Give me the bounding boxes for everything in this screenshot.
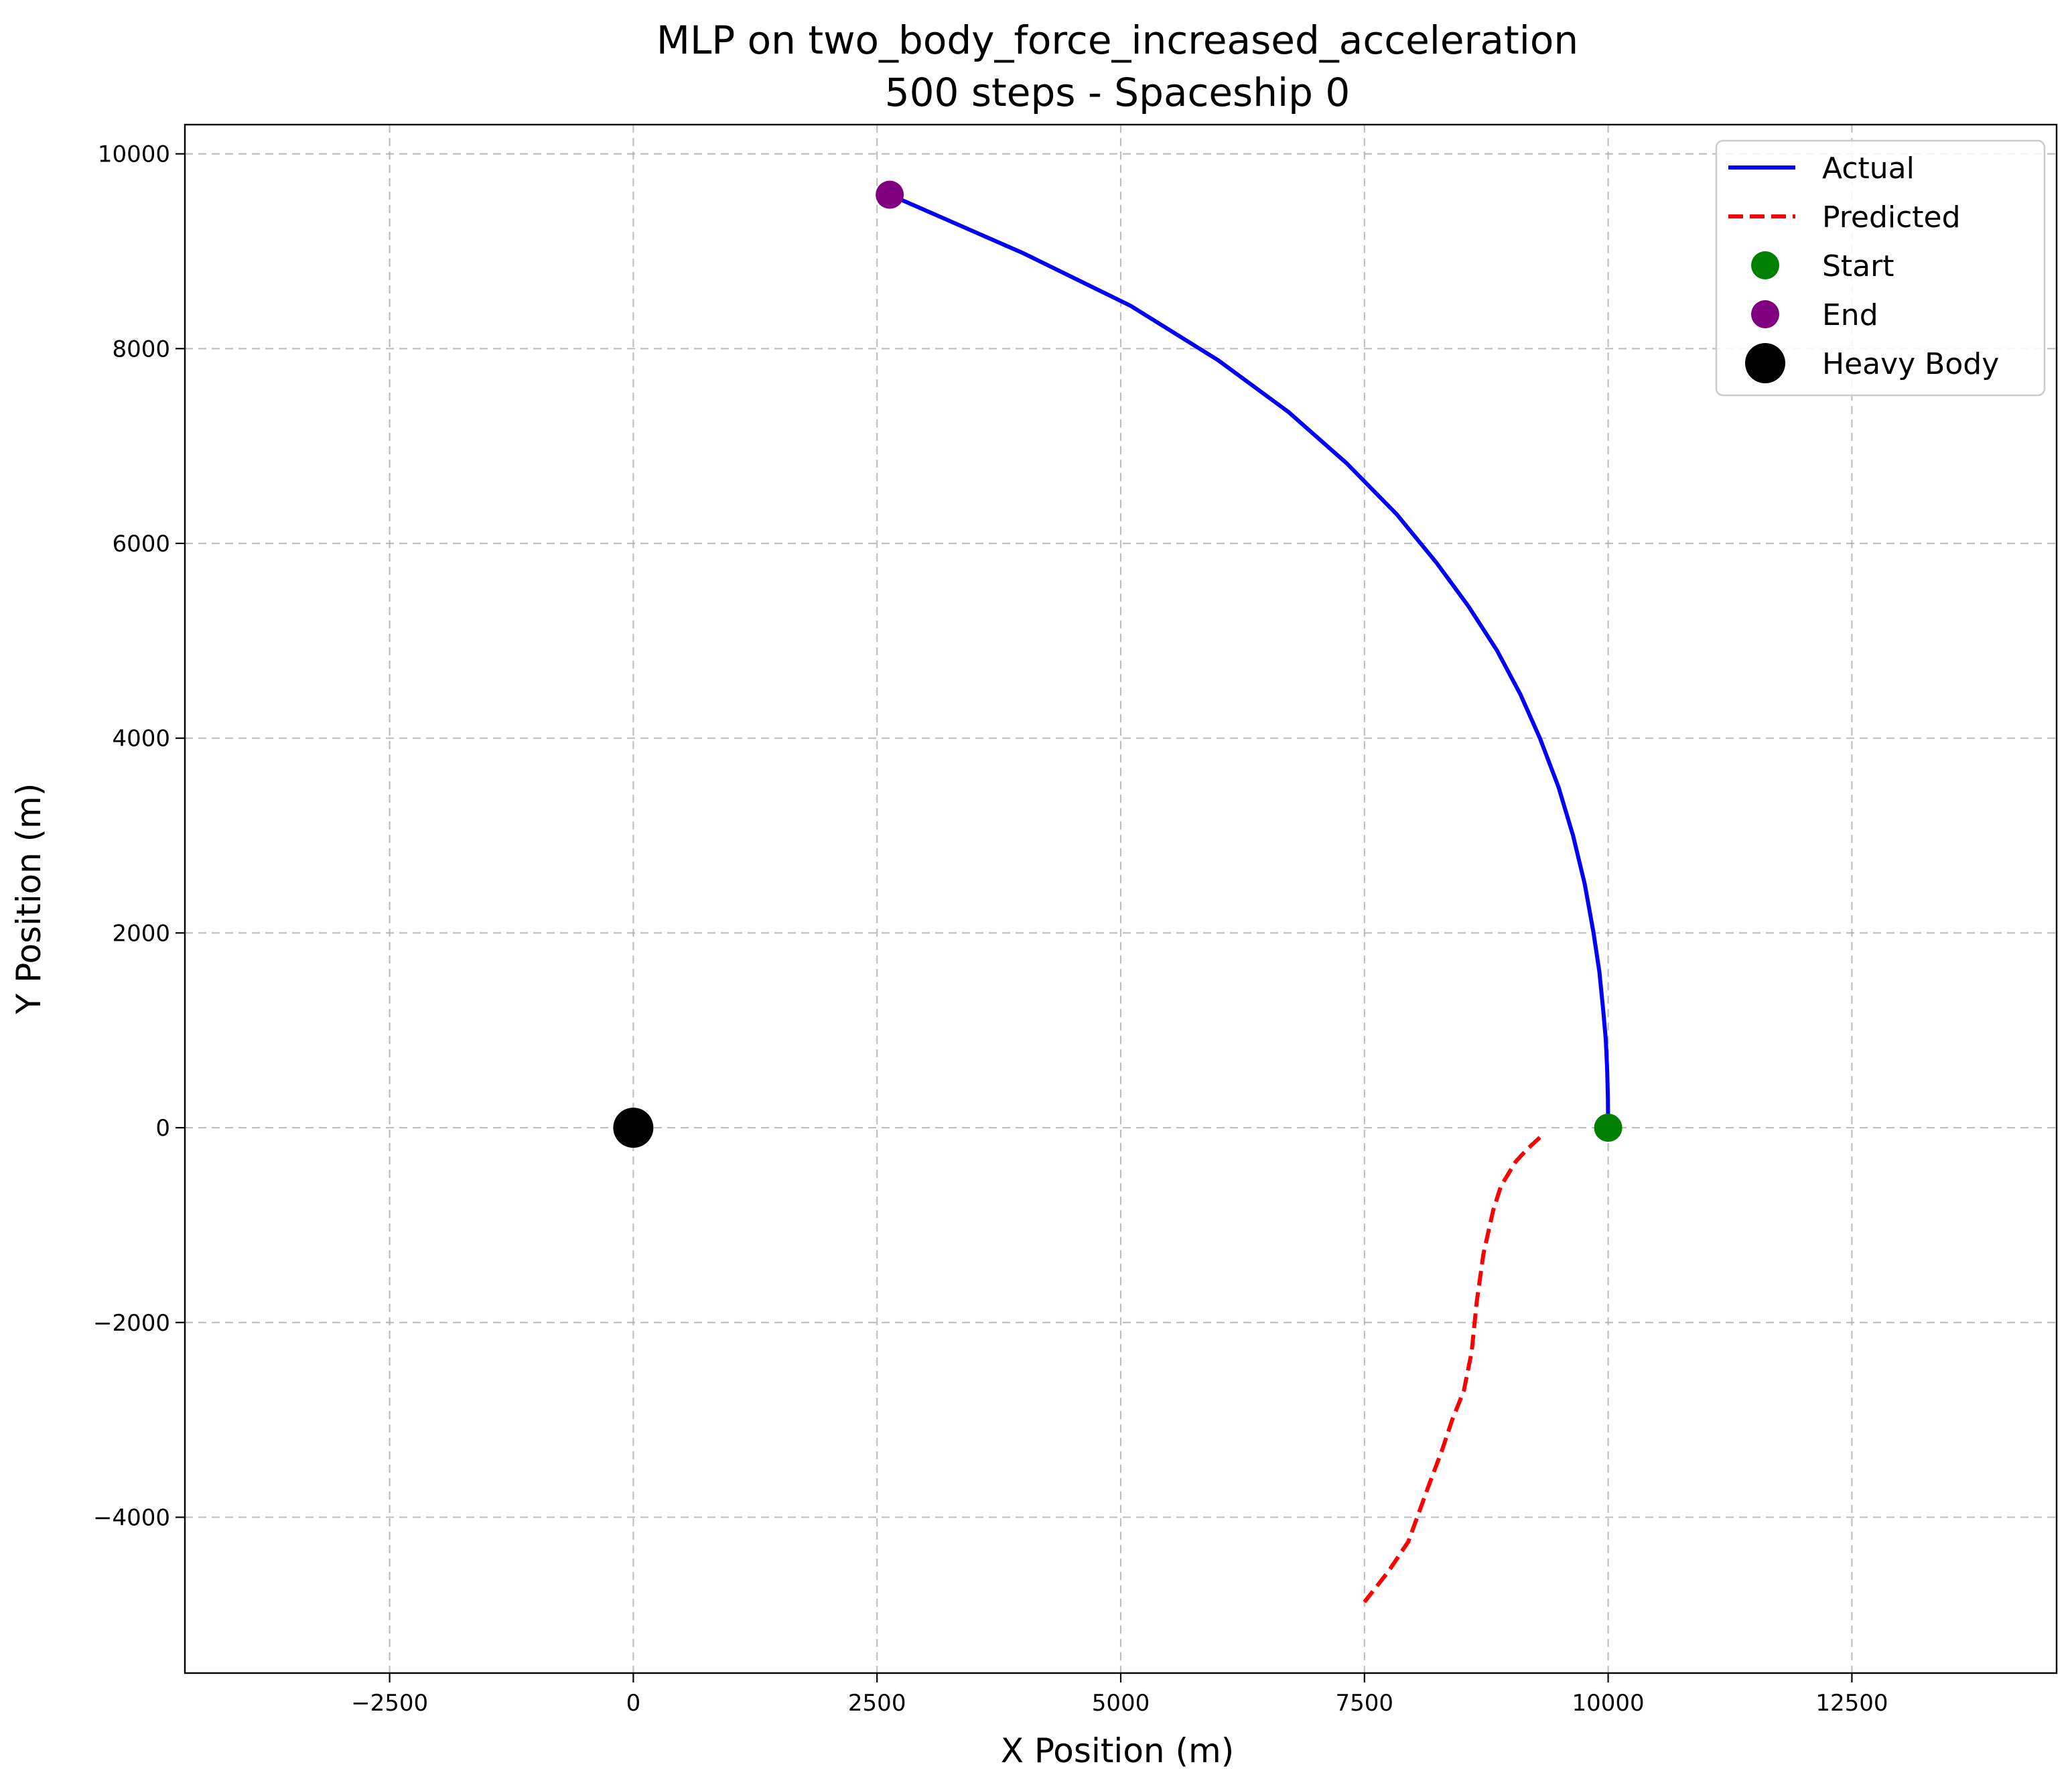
x-tick-label: 0 — [626, 1690, 641, 1717]
x-tick-label: 5000 — [1092, 1690, 1150, 1717]
x-tick-label: 7500 — [1336, 1690, 1394, 1717]
x-tick-label: 12500 — [1815, 1690, 1888, 1717]
chart-title: MLP on two_body_force_increased_accelera… — [657, 17, 1578, 63]
actual-line — [888, 192, 1610, 1128]
y-tick-label: −2000 — [93, 1310, 170, 1337]
legend-marker-end — [1751, 300, 1779, 328]
predicted-line — [1363, 1136, 1541, 1603]
legend-label-predicted: Predicted — [1822, 200, 1961, 235]
x-axis-label: X Position (m) — [1001, 1731, 1234, 1770]
start-point — [1594, 1114, 1622, 1142]
axis-ticks: −2500 0 2500 5000 7500 10000 12500 −4000 −2000 0 2… — [93, 141, 1888, 1717]
legend: Actual Predicted Start End Heavy Body — [1715, 139, 2046, 397]
y-tick-label: −4000 — [93, 1504, 170, 1531]
legend-marker-start — [1751, 251, 1779, 279]
y-tick-label: 8000 — [112, 336, 170, 362]
y-tick-label: 6000 — [112, 531, 170, 557]
y-tick-label: 0 — [155, 1115, 170, 1142]
end-point — [876, 180, 904, 209]
x-tick-label: 10000 — [1572, 1690, 1645, 1717]
y-tick-label: 2000 — [112, 920, 170, 947]
legend-label-end: End — [1822, 298, 1878, 332]
chart-subtitle: 500 steps - Spaceship 0 — [885, 70, 1351, 115]
legend-label-heavy-body: Heavy Body — [1822, 347, 1999, 381]
y-tick-label: 4000 — [112, 726, 170, 752]
plot-area — [613, 180, 1622, 1603]
y-axis-label: Y Position (m) — [9, 783, 48, 1015]
legend-label-start: Start — [1822, 249, 1894, 283]
x-tick-label: 2500 — [848, 1690, 906, 1717]
legend-box — [1715, 139, 2046, 397]
x-tick-label: −2500 — [351, 1690, 428, 1717]
heavy-body-point — [613, 1108, 654, 1148]
legend-marker-heavy-body — [1745, 343, 1785, 383]
axes-frame — [184, 123, 2058, 1674]
y-tick-label: 10000 — [98, 141, 170, 168]
legend-label-actual: Actual — [1822, 151, 1915, 186]
